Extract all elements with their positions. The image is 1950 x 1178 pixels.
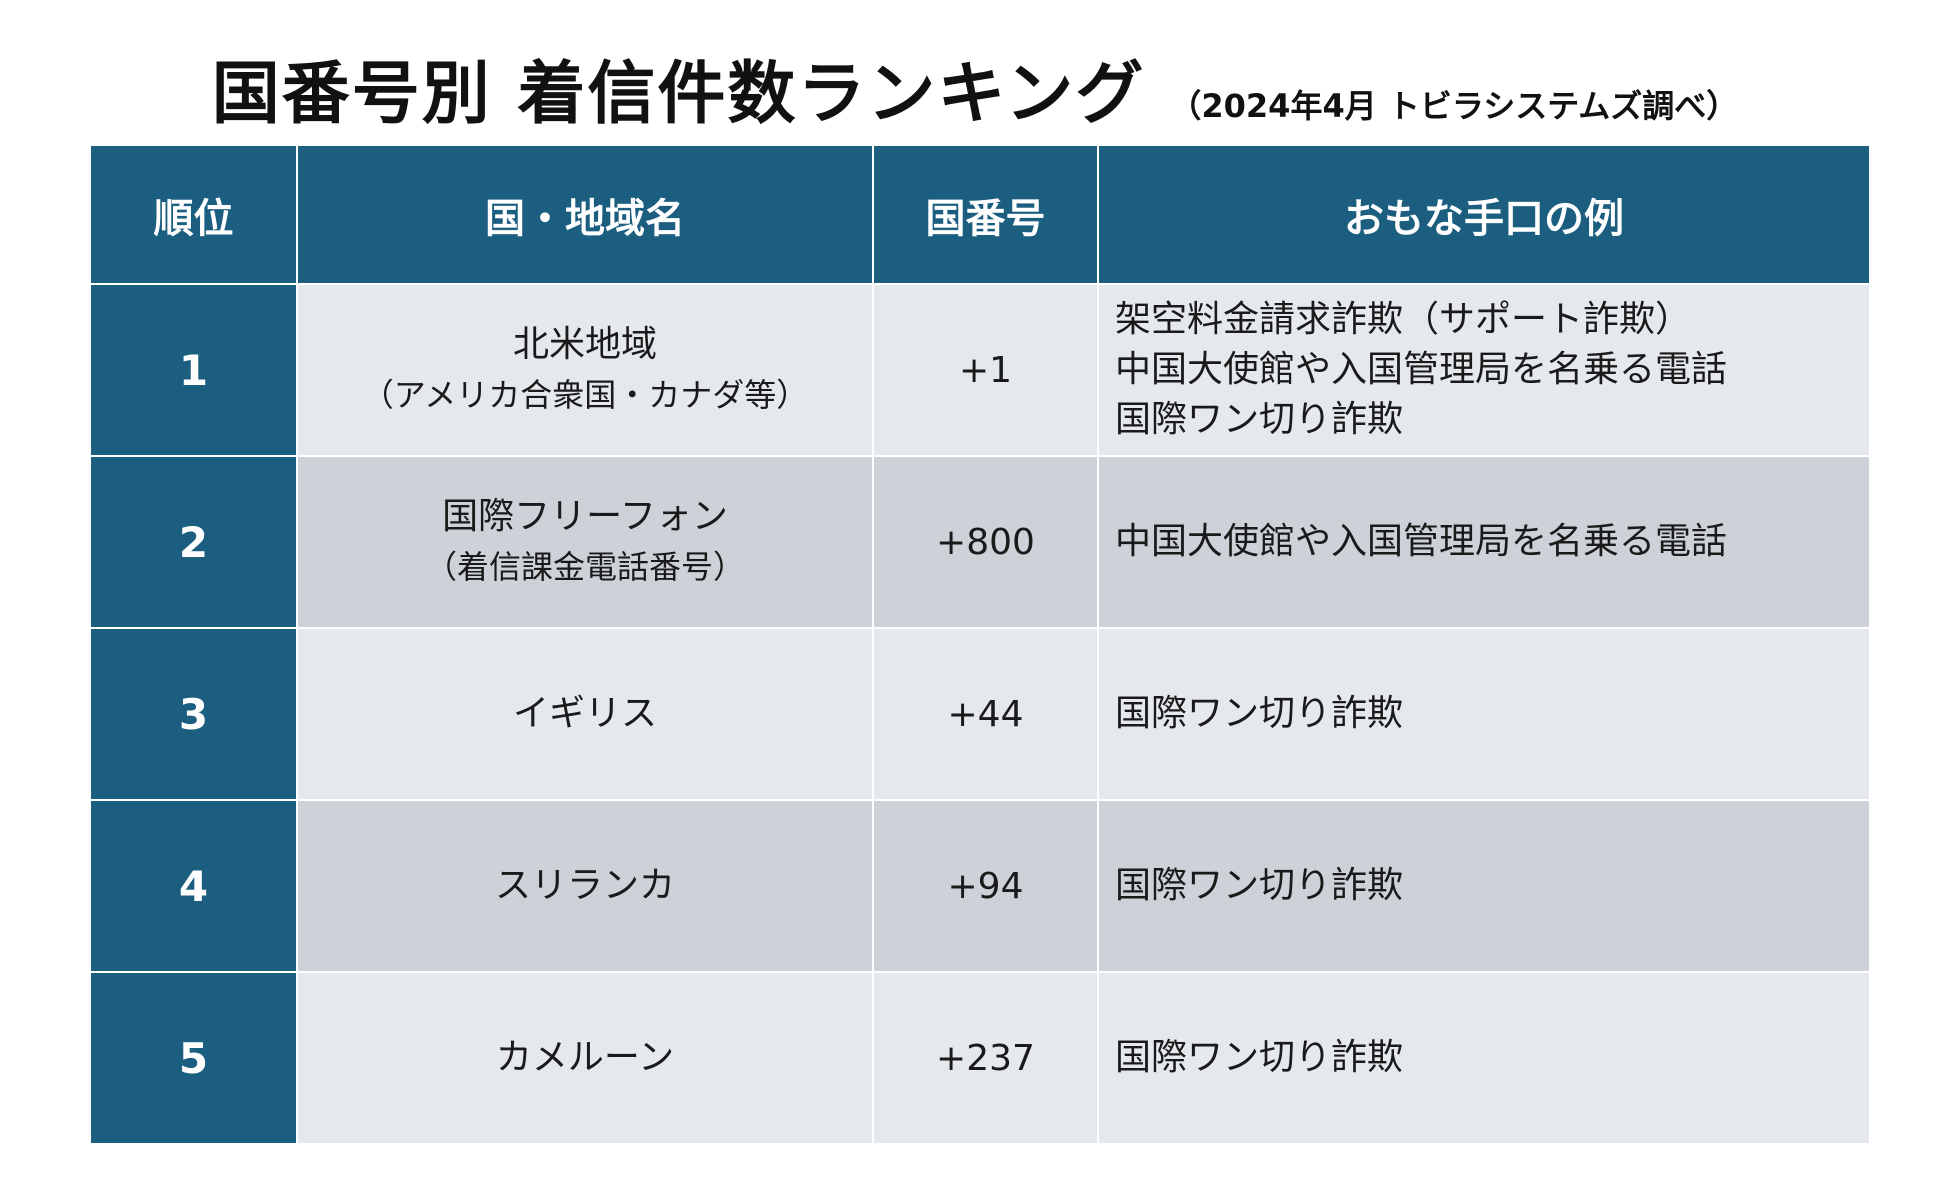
table-row: 1 北米地域 （アメリカ合衆国・カナダ等） +1 架空料金請求詐欺（サポート詐欺…: [89, 283, 1871, 457]
region-cell: イギリス: [296, 627, 874, 801]
title-area: 国番号別 着信件数ランキング （2024年4月 トビラシステムズ調べ）: [0, 38, 1950, 137]
method-item: 国際ワン切り詐欺: [1115, 865, 1404, 906]
rank-cell: 2: [89, 455, 298, 629]
method-item: 国際ワン切り詐欺: [1115, 399, 1404, 440]
header-region: 国・地域名: [296, 144, 874, 285]
header-code: 国番号: [872, 144, 1099, 285]
region-note: （着信課金電話番号）: [424, 548, 745, 586]
region-cell: 国際フリーフォン （着信課金電話番号）: [296, 455, 874, 629]
region-name: 北米地域: [512, 324, 657, 365]
ranking-table: 順位 国・地域名 国番号 おもな手口の例 1 北米地域 （アメリカ合衆国・カナダ…: [89, 144, 1871, 1145]
header-rank: 順位: [89, 144, 298, 285]
page-subtitle: （2024年4月 トビラシステムズ調べ）: [1169, 87, 1739, 125]
method-item: 中国大使館や入国管理局を名乗る電話: [1115, 349, 1728, 390]
region-name: カメルーン: [495, 1037, 675, 1078]
methods-cell: 国際ワン切り詐欺: [1097, 799, 1871, 973]
code-cell: +44: [872, 627, 1099, 801]
rank-cell: 4: [89, 799, 298, 973]
region-name: スリランカ: [494, 865, 675, 906]
page-title: 国番号別 着信件数ランキング: [211, 55, 1146, 134]
method-item: 国際ワン切り詐欺: [1115, 693, 1404, 734]
region-note: （アメリカ合衆国・カナダ等）: [361, 376, 809, 414]
header-methods: おもな手口の例: [1097, 144, 1871, 285]
code-cell: +237: [872, 971, 1099, 1145]
method-item: 架空料金請求詐欺（サポート詐欺）: [1115, 299, 1692, 340]
methods-cell: 国際ワン切り詐欺: [1097, 971, 1871, 1145]
methods-cell: 中国大使館や入国管理局を名乗る電話: [1097, 455, 1871, 629]
code-cell: +94: [872, 799, 1099, 973]
method-item: 国際ワン切り詐欺: [1115, 1037, 1404, 1078]
table-row: 2 国際フリーフォン （着信課金電話番号） +800 中国大使館や入国管理局を名…: [89, 455, 1871, 629]
region-name: イギリス: [512, 693, 657, 734]
code-cell: +1: [872, 283, 1099, 457]
table-row: 5 カメルーン +237 国際ワン切り詐欺: [89, 971, 1871, 1145]
method-item: 中国大使館や入国管理局を名乗る電話: [1115, 521, 1728, 562]
methods-cell: 国際ワン切り詐欺: [1097, 627, 1871, 801]
table-row: 3 イギリス +44 国際ワン切り詐欺: [89, 627, 1871, 801]
table-row: 4 スリランカ +94 国際ワン切り詐欺: [89, 799, 1871, 973]
code-cell: +800: [872, 455, 1099, 629]
methods-cell: 架空料金請求詐欺（サポート詐欺） 中国大使館や入国管理局を名乗る電話 国際ワン切…: [1097, 283, 1871, 457]
region-cell: 北米地域 （アメリカ合衆国・カナダ等）: [296, 283, 874, 457]
rank-cell: 5: [89, 971, 298, 1145]
table-header-row: 順位 国・地域名 国番号 おもな手口の例: [89, 144, 1871, 285]
region-name: 国際フリーフォン: [442, 496, 728, 537]
region-cell: スリランカ: [296, 799, 874, 973]
rank-cell: 3: [89, 627, 298, 801]
region-cell: カメルーン: [296, 971, 874, 1145]
rank-cell: 1: [89, 283, 298, 457]
